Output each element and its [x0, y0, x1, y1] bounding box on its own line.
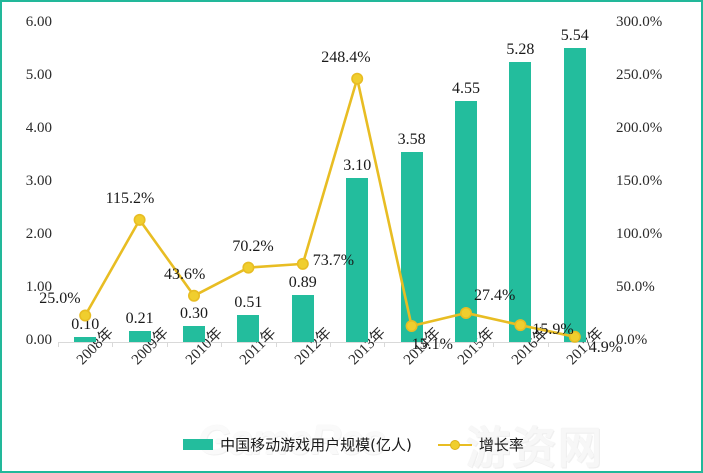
x-axis-tick-mark: [602, 342, 603, 347]
y-axis-right-tick: 50.0%: [616, 279, 655, 295]
bar-value-label-4: 0.89: [288, 273, 317, 291]
x-axis-tick-mark: [58, 342, 59, 347]
growth-rate-label-9: 4.9%: [588, 338, 623, 356]
bar-value-label-0: 0.10: [71, 315, 100, 333]
growth-rate-label-7: 27.4%: [474, 286, 516, 304]
x-axis-tick-mark: [275, 342, 277, 347]
bar-0[interactable]: [74, 336, 97, 342]
bar-value-label-6: 3.58: [397, 131, 426, 149]
x-axis-tick-mark: [384, 342, 386, 347]
growth-rate-label-5: 248.4%: [321, 48, 371, 66]
bar-value-label-8: 5.28: [506, 41, 535, 59]
bar-2[interactable]: [183, 326, 205, 342]
bar-value-label-7: 4.55: [452, 79, 480, 97]
y-axis-right-tick: 250.0%: [616, 67, 663, 83]
y-axis-left-tick: 0.00: [25, 332, 52, 348]
bar-swatch-icon: [183, 439, 214, 450]
x-axis-tick-mark: [547, 342, 549, 347]
growth-rate-label-4: 73.7%: [312, 251, 355, 269]
y-axis-right-tick: 0.0%: [616, 332, 648, 348]
growth-rate-label-2: 43.6%: [164, 265, 206, 283]
y-axis-right-tick: 150.0%: [616, 173, 663, 189]
bar-9[interactable]: [563, 48, 586, 342]
x-axis-tick-mark: [438, 342, 440, 347]
x-axis-tick-label-1: 2009年: [128, 324, 172, 369]
y-axis-right-tick: 200.0%: [616, 120, 663, 136]
bar-1[interactable]: [128, 330, 151, 342]
growth-rate-label-1: 115.2%: [105, 189, 155, 207]
growth-rate-label-6: 15.1%: [411, 335, 453, 353]
legend-item-bar-series[interactable]: 中国移动游戏用户规模(亿人): [183, 434, 412, 455]
y-axis-left-tick: 6.00: [25, 14, 52, 30]
x-axis-tick-mark: [166, 342, 168, 347]
bar-4[interactable]: [291, 294, 314, 342]
legend-label-bar-series: 中国移动游戏用户规模(亿人): [220, 436, 412, 454]
x-axis-tick-mark: [330, 342, 331, 347]
y-axis-right-tick: 100.0%: [616, 226, 663, 242]
growth-rate-label-8: 15.9%: [532, 321, 574, 339]
legend-label-line-series: 增长率: [478, 436, 524, 454]
bar-6[interactable]: [400, 152, 423, 342]
x-axis-tick-mark: [493, 342, 495, 347]
y-axis-left-tick: 4.00: [25, 120, 52, 136]
x-axis-tick-mark: [112, 342, 114, 347]
growth-rate-marker-4[interactable]: [296, 257, 309, 270]
legend-item-line-series[interactable]: 增长率: [437, 434, 524, 455]
y-axis-left-tick: 3.00: [25, 173, 52, 189]
y-axis-left-tick: 5.00: [25, 67, 52, 83]
bar-value-label-3: 0.51: [234, 293, 263, 311]
bar-7[interactable]: [455, 100, 477, 342]
growth-rate-marker-5[interactable]: [351, 72, 364, 85]
growth-rate-label-3: 70.2%: [232, 237, 274, 255]
growth-rate-marker-1[interactable]: [133, 213, 146, 226]
growth-rate-marker-2[interactable]: [188, 289, 201, 302]
bar-value-label-2: 0.30: [180, 305, 208, 323]
growth-rate-marker-3[interactable]: [242, 261, 255, 274]
growth-rate-label-0: 25.0%: [39, 289, 81, 307]
bar-value-label-1: 0.21: [125, 309, 154, 327]
bar-3[interactable]: [237, 314, 260, 342]
y-axis-right-tick: 300.0%: [616, 14, 663, 30]
line-swatch-icon: [437, 439, 472, 451]
y-axis-left-tick: 2.00: [25, 226, 52, 242]
y-axis-left-tick: 1.00: [25, 279, 52, 295]
bar-value-label-5: 3.10: [343, 156, 372, 174]
x-axis-tick-mark: [221, 342, 223, 347]
chart-legend: 中国移动游戏用户规模(亿人) 增长率: [2, 434, 701, 455]
bar-value-label-9: 5.54: [560, 27, 589, 45]
